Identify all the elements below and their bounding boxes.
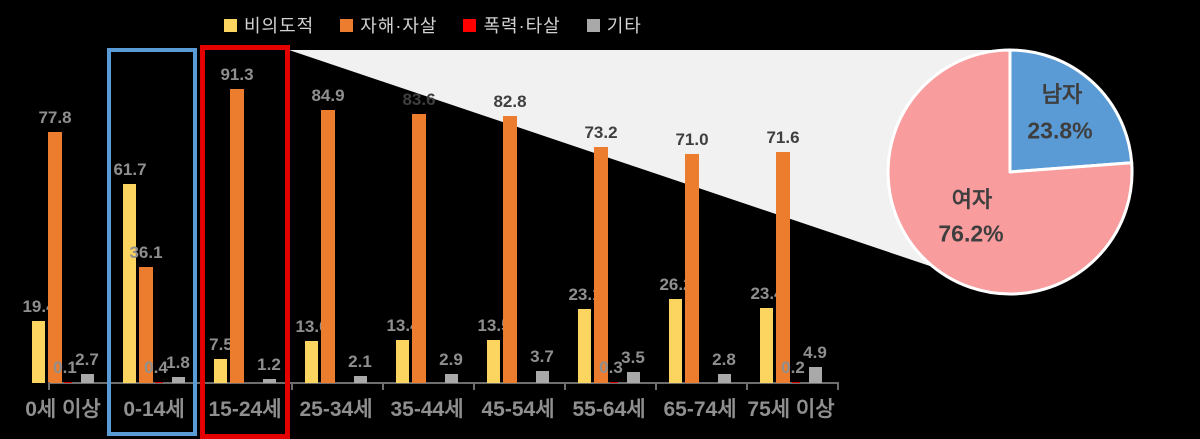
bar-other	[81, 374, 94, 383]
legend-label: 비의도적	[244, 16, 315, 36]
bar-value-label: 0.3	[599, 357, 623, 377]
bar-value-label: 13.4	[386, 315, 420, 335]
bar-other	[445, 373, 458, 383]
bar-other	[536, 371, 549, 383]
axis-tick	[563, 382, 566, 390]
bar-violence-homicide	[155, 381, 163, 383]
bar-value-label: 0.2	[781, 357, 805, 377]
bar-self-harm-suicide	[139, 266, 153, 383]
legend-item-self-harm-suicide: 자해·자살	[340, 12, 437, 38]
bar-other	[354, 376, 367, 383]
category-label: 45-54세	[481, 398, 555, 421]
bar-value-label: 77.8	[38, 108, 72, 128]
bar-value-label: 82.8	[493, 92, 527, 112]
bar-self-harm-suicide	[776, 152, 790, 383]
bar-violence-homicide	[64, 381, 72, 383]
bar-value-label: 1.8	[166, 353, 190, 373]
bar-value-label: 71.0	[675, 130, 709, 150]
bar-value-label: 7.5	[209, 334, 233, 354]
category-label: 65-74세	[663, 398, 737, 421]
x-axis-line	[48, 382, 837, 384]
axis-tick	[836, 382, 839, 390]
bar-value-label: 36.1	[129, 242, 163, 262]
bar-value-label: 3.5	[621, 347, 645, 367]
bar-value-label: 2.7	[75, 350, 99, 370]
bar-value-label: 19.4	[22, 296, 56, 316]
category-label: 0-14세	[123, 398, 185, 421]
axis-tick	[381, 382, 384, 390]
bar-self-harm-suicide	[503, 116, 517, 383]
bar-unintentional	[214, 358, 227, 383]
bar-value-label: 2.8	[712, 349, 736, 369]
bar-value-label: 91.3	[220, 65, 254, 85]
bar-self-harm-suicide	[685, 154, 699, 383]
bar-value-label: 83.6	[402, 89, 436, 109]
highlight-box-0-14	[107, 48, 197, 436]
pie-slice-female	[886, 48, 1134, 296]
bar-value-label: 1.2	[257, 355, 281, 375]
pie-label-male: 남자	[1041, 82, 1083, 107]
category-label: 35-44세	[390, 398, 464, 421]
category-label: 15-24세	[208, 398, 282, 421]
bar-value-label: 13.5	[477, 315, 511, 335]
category-label: 0세 이상	[25, 398, 101, 421]
pie-value-male: 23.8%	[1027, 117, 1093, 144]
bar-value-label: 0.4	[144, 357, 168, 377]
legend-swatch-unintentional-icon	[224, 18, 237, 32]
bar-other	[809, 367, 822, 383]
bar-value-label: 84.9	[311, 85, 345, 105]
pie-label-female: 여자	[951, 187, 993, 212]
bar-value-label: 3.7	[530, 347, 554, 367]
bar-unintentional	[578, 308, 591, 383]
category-label: 75세 이상	[747, 398, 835, 421]
legend-swatch-self-harm-suicide-icon	[340, 18, 354, 32]
bar-other	[718, 373, 731, 383]
bar-self-harm-suicide	[321, 109, 335, 383]
bar-unintentional	[123, 184, 136, 383]
legend-swatch-other-icon	[586, 18, 600, 32]
bar-value-label: 61.7	[113, 160, 147, 180]
bar-other	[627, 371, 640, 383]
legend-label: 기타	[606, 16, 642, 36]
bar-unintentional	[305, 341, 318, 383]
bar-self-harm-suicide	[230, 89, 244, 383]
axis-tick	[745, 382, 748, 390]
bar-value-label: 2.1	[348, 352, 372, 372]
axis-tick	[48, 382, 50, 390]
legend-item-unintentional: 비의도적	[224, 12, 314, 38]
pie-slice-male	[1008, 48, 1134, 174]
bar-other	[172, 377, 185, 383]
bar-value-label: 13.0	[295, 317, 329, 337]
pie-value-female: 76.2%	[938, 220, 1004, 247]
bar-value-label: 2.9	[439, 349, 463, 369]
legend: 비의도적 자해·자살 폭력·타살 기타	[224, 12, 642, 38]
bar-violence-homicide	[792, 381, 800, 383]
bar-unintentional	[487, 339, 500, 383]
category-label: 55-64세	[572, 398, 646, 421]
bar-unintentional	[669, 298, 682, 383]
bar-self-harm-suicide	[594, 147, 608, 383]
bar-other	[263, 379, 276, 383]
bar-self-harm-suicide	[412, 113, 426, 383]
legend-item-other: 기타	[586, 12, 642, 38]
bar-value-label: 73.2	[584, 123, 618, 143]
legend-label: 자해·자살	[360, 16, 438, 36]
bar-unintentional	[32, 320, 45, 383]
bar-value-label: 4.9	[803, 343, 827, 363]
bar-value-label: 0.1	[53, 357, 77, 377]
axis-tick	[290, 382, 293, 390]
bar-value-label: 71.6	[766, 128, 800, 148]
legend-item-violence-homicide: 폭력·타살	[463, 12, 560, 38]
bar-unintentional	[396, 339, 409, 383]
highlight-box-15-24	[200, 45, 290, 439]
category-label: 25-34세	[299, 398, 373, 421]
bar-unintentional	[760, 307, 773, 383]
bar-violence-homicide	[610, 381, 618, 383]
legend-label: 폭력·타살	[483, 16, 561, 36]
axis-tick	[654, 382, 657, 390]
axis-tick	[472, 382, 475, 390]
legend-swatch-violence-homicide-icon	[463, 18, 477, 32]
bar-self-harm-suicide	[48, 132, 62, 383]
